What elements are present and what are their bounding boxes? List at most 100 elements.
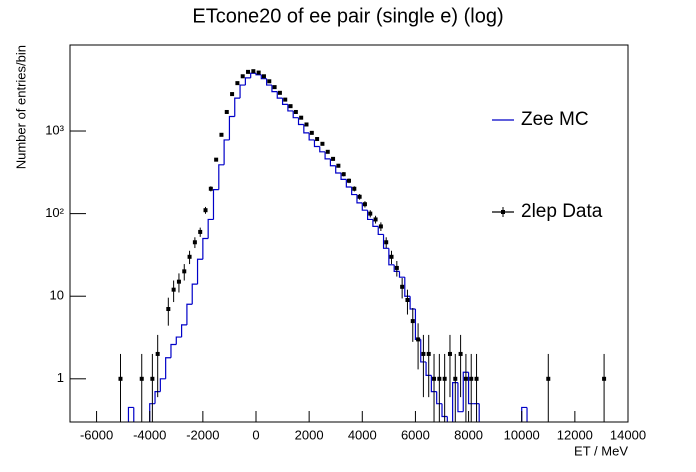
data-point xyxy=(426,351,431,356)
histogram-bin xyxy=(292,110,299,119)
data-point xyxy=(410,319,415,324)
histogram-bin xyxy=(462,371,469,412)
histogram-bin xyxy=(207,218,214,239)
data-point xyxy=(208,186,213,191)
y-tick-label: 10 xyxy=(50,288,64,303)
histogram-bin xyxy=(255,73,262,76)
histogram-bin xyxy=(212,189,219,220)
histogram-bin xyxy=(441,403,448,418)
chart-title: ETcone20 of ee pair (single e) (log) xyxy=(192,5,503,27)
data-point xyxy=(347,178,351,183)
histogram-bin xyxy=(345,179,352,188)
data-point xyxy=(416,337,421,342)
histogram-bin xyxy=(202,237,209,260)
data-point xyxy=(272,85,277,90)
histogram-bin xyxy=(186,303,193,325)
histogram-bin xyxy=(234,97,241,117)
histogram-bin xyxy=(191,283,198,305)
data-point xyxy=(293,109,298,114)
data-point xyxy=(224,109,229,114)
histogram-bin xyxy=(297,117,304,126)
data-point xyxy=(325,149,330,154)
histogram-bin xyxy=(420,339,427,363)
histogram-bin xyxy=(404,277,411,297)
histogram-bin xyxy=(170,343,177,358)
histogram-bin xyxy=(181,324,187,338)
y-tick-label: 10² xyxy=(45,205,64,220)
histogram-bin xyxy=(329,158,336,167)
y-axis-label: Number of entries/bin xyxy=(13,45,28,169)
data-point xyxy=(214,157,219,162)
data-point xyxy=(421,351,426,356)
data-point xyxy=(362,202,367,207)
histogram-bin xyxy=(467,372,474,405)
y-tick-label: 10³ xyxy=(45,122,64,137)
data-point xyxy=(463,376,468,381)
histogram-bin xyxy=(340,173,347,180)
data-point xyxy=(230,92,235,97)
x-tick-label: 6000 xyxy=(401,427,430,442)
histogram-bin xyxy=(154,391,161,404)
data-point xyxy=(315,137,320,142)
data-point xyxy=(320,141,325,146)
data-point xyxy=(546,376,551,381)
data-point xyxy=(394,265,399,270)
legend-label: Zee MC xyxy=(521,109,589,130)
data-point xyxy=(139,376,144,381)
histogram-bin xyxy=(159,378,166,392)
y-tick-label: 1 xyxy=(57,370,64,385)
x-tick-label: 8000 xyxy=(454,427,483,442)
data-point xyxy=(240,74,245,79)
data-point xyxy=(256,70,261,75)
histogram-bin xyxy=(319,146,326,153)
data-point xyxy=(261,74,266,79)
data-point xyxy=(246,69,251,74)
x-tick-label: 14000 xyxy=(610,427,646,442)
data-point xyxy=(198,229,203,234)
data-point xyxy=(118,376,123,381)
histogram-bin xyxy=(393,264,400,272)
data-point xyxy=(432,376,437,381)
histogram-bin xyxy=(446,416,448,422)
data-point xyxy=(235,81,240,86)
x-tick-label: 0 xyxy=(252,427,259,442)
data-point xyxy=(373,217,378,222)
data-point xyxy=(182,269,187,274)
data-point xyxy=(474,376,479,381)
x-tick-label: -4000 xyxy=(133,427,166,442)
histogram-bin xyxy=(276,91,283,99)
histogram-bin xyxy=(335,165,342,174)
data-point xyxy=(453,376,458,381)
histogram-bin xyxy=(313,139,320,148)
data-point xyxy=(437,376,442,381)
data-point xyxy=(400,284,405,289)
histogram-bin xyxy=(382,234,389,249)
data-point xyxy=(192,240,197,245)
histogram-bin xyxy=(218,164,225,190)
histogram-bin xyxy=(436,391,442,405)
data-point xyxy=(469,376,474,381)
histogram-bin xyxy=(425,361,432,376)
histogram-bin xyxy=(409,296,416,310)
histogram-bin xyxy=(324,151,331,160)
histogram-bin xyxy=(457,382,464,413)
x-tick-label: -2000 xyxy=(186,427,219,442)
histogram-bin xyxy=(133,407,135,422)
histogram-bin xyxy=(398,271,405,278)
histogram-bin xyxy=(244,77,251,86)
data-point xyxy=(267,79,272,84)
data-point xyxy=(251,69,256,74)
histogram-bin xyxy=(165,357,171,379)
histogram-bin xyxy=(367,210,373,221)
histogram-bin xyxy=(260,74,267,80)
legend-label: 2lep Data xyxy=(521,201,603,222)
data-point xyxy=(288,104,293,109)
data-point xyxy=(277,90,282,95)
histogram-bin xyxy=(478,403,480,422)
histogram-bin xyxy=(239,84,246,99)
histogram-bin xyxy=(287,104,294,112)
data-point xyxy=(283,97,288,102)
data-point xyxy=(368,211,373,216)
histogram-bin xyxy=(351,187,357,196)
histogram-bin xyxy=(303,124,310,134)
